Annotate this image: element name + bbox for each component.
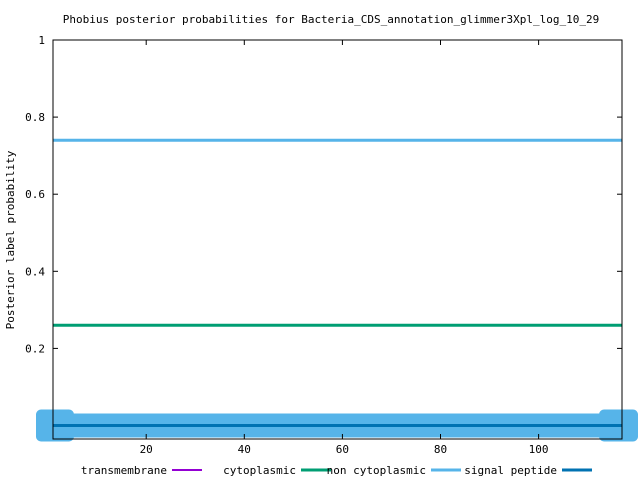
y-tick-label: 1 [38, 34, 45, 47]
legend-label: non cytoplasmic [327, 464, 426, 477]
y-tick-label: 0.2 [25, 342, 45, 355]
y-axis-label: Posterior label probability [4, 150, 17, 329]
y-tick-label: 0.6 [25, 188, 45, 201]
legend-label: cytoplasmic [223, 464, 296, 477]
y-tick-label: 0.8 [25, 111, 45, 124]
chart-title: Phobius posterior probabilities for Bact… [63, 13, 599, 26]
x-tick-label: 20 [140, 443, 153, 456]
x-tick-label: 80 [434, 443, 447, 456]
x-tick-label: 60 [336, 443, 349, 456]
x-tick-label: 40 [238, 443, 251, 456]
axis-ticks: 20 40 60 80 100 0.2 0.4 0.6 0.8 1 [25, 34, 622, 456]
plot-frame [52, 39, 623, 440]
x-tick-label: 100 [529, 443, 549, 456]
legend-label: signal peptide [464, 464, 557, 477]
legend: transmembrane cytoplasmic non cytoplasmic s… [81, 464, 592, 477]
y-tick-label: 0.4 [25, 265, 45, 278]
series-lines [53, 138, 622, 427]
legend-label: transmembrane [81, 464, 167, 477]
